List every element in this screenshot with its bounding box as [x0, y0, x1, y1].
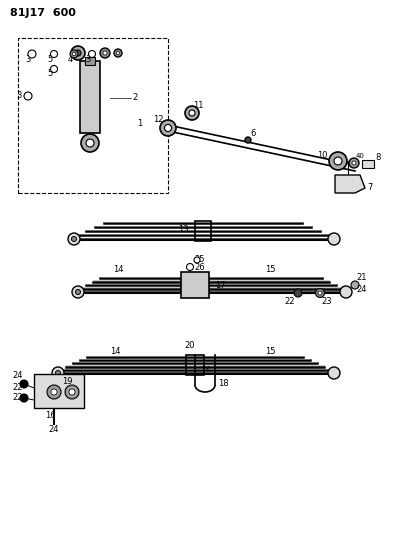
Circle shape [117, 52, 119, 54]
Circle shape [114, 49, 122, 57]
Circle shape [318, 291, 322, 295]
Circle shape [329, 152, 347, 170]
Circle shape [245, 137, 251, 143]
Text: 3: 3 [25, 55, 31, 64]
Circle shape [50, 51, 58, 58]
Text: 81J17  600: 81J17 600 [10, 8, 76, 18]
Text: 4: 4 [67, 55, 72, 64]
Circle shape [81, 134, 99, 152]
Text: 14: 14 [110, 346, 120, 356]
Circle shape [165, 125, 171, 132]
Text: 17: 17 [215, 280, 226, 289]
Text: 5: 5 [47, 55, 53, 64]
Bar [80, 61, 100, 133]
Circle shape [72, 52, 76, 56]
Circle shape [328, 233, 340, 245]
Circle shape [160, 120, 176, 136]
Circle shape [86, 139, 94, 147]
Text: 24: 24 [49, 425, 59, 434]
Circle shape [340, 286, 352, 298]
Circle shape [328, 367, 340, 379]
Text: 11: 11 [193, 101, 203, 109]
Text: 7: 7 [367, 182, 373, 191]
Text: 19: 19 [62, 377, 72, 386]
Circle shape [352, 161, 356, 165]
Text: 14: 14 [113, 264, 123, 273]
Circle shape [24, 92, 32, 100]
Text: X: X [204, 366, 209, 372]
Text: 22: 22 [285, 296, 295, 305]
Circle shape [294, 289, 302, 297]
Bar [195, 221, 211, 241]
Circle shape [100, 48, 110, 58]
Text: 16: 16 [45, 411, 55, 421]
Circle shape [52, 367, 64, 379]
Bar [362, 160, 374, 168]
Text: 2: 2 [132, 93, 138, 102]
Text: 22: 22 [13, 393, 23, 402]
Circle shape [186, 263, 193, 271]
Circle shape [103, 51, 107, 55]
Circle shape [69, 389, 75, 395]
Circle shape [316, 288, 325, 297]
Circle shape [351, 281, 359, 289]
Text: 26: 26 [195, 262, 205, 271]
Text: 10: 10 [317, 150, 327, 159]
Circle shape [20, 394, 28, 402]
Circle shape [68, 233, 80, 245]
Text: 8: 8 [375, 154, 381, 163]
Bar [85, 57, 95, 65]
Circle shape [89, 51, 95, 58]
Text: 6: 6 [250, 128, 256, 138]
Text: 24: 24 [13, 372, 23, 381]
Circle shape [20, 380, 28, 388]
Text: 40: 40 [355, 153, 364, 159]
Circle shape [50, 66, 58, 72]
Circle shape [76, 289, 80, 295]
Circle shape [185, 106, 199, 120]
Circle shape [70, 50, 78, 58]
Circle shape [194, 257, 200, 263]
Bar [34, 374, 84, 408]
Circle shape [189, 110, 195, 116]
Circle shape [71, 46, 85, 60]
Circle shape [72, 286, 84, 298]
Circle shape [56, 370, 61, 376]
Text: 3: 3 [17, 92, 22, 101]
Text: 5: 5 [47, 69, 53, 78]
Polygon shape [335, 175, 365, 193]
Bar [186, 355, 204, 375]
Circle shape [349, 158, 359, 168]
Circle shape [334, 157, 342, 165]
Circle shape [71, 237, 76, 241]
Text: 18: 18 [218, 378, 228, 387]
Text: 25: 25 [195, 255, 205, 264]
Text: 20: 20 [185, 341, 195, 350]
Text: 3: 3 [85, 55, 91, 64]
Text: 21: 21 [357, 272, 367, 281]
Text: 22: 22 [13, 384, 23, 392]
Text: 13: 13 [178, 224, 188, 233]
Circle shape [28, 50, 36, 58]
Text: 23: 23 [322, 296, 332, 305]
Text: 24: 24 [357, 286, 367, 295]
Circle shape [51, 389, 57, 395]
Circle shape [75, 50, 81, 56]
Text: 15: 15 [265, 264, 275, 273]
Circle shape [65, 385, 79, 399]
Text: 15: 15 [265, 346, 275, 356]
Bar [181, 272, 209, 298]
Text: 12: 12 [153, 116, 163, 125]
Circle shape [47, 385, 61, 399]
Text: 1: 1 [138, 118, 143, 127]
Bar [18, 38, 168, 193]
